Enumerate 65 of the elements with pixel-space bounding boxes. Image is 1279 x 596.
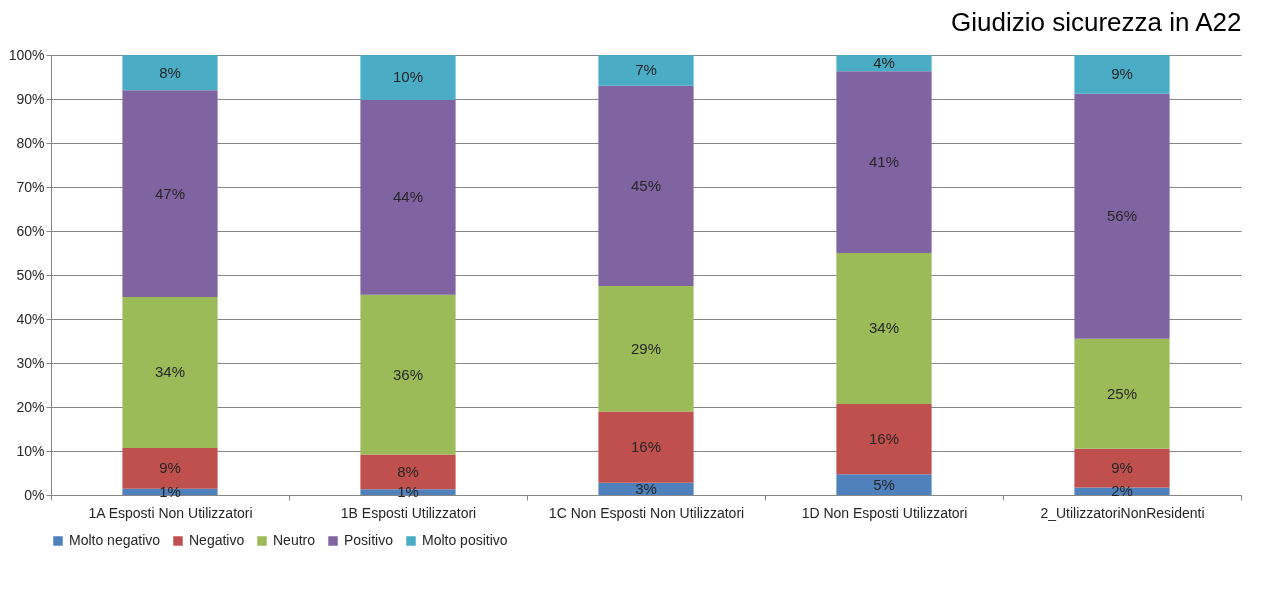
legend-label: Negativo	[189, 532, 245, 548]
data-label: 7%	[635, 61, 657, 79]
x-tick-label: 1B Esposti Utilizzatori	[340, 504, 477, 521]
data-label: 8%	[397, 462, 419, 480]
bar	[1074, 338, 1170, 449]
bar	[122, 55, 218, 91]
data-label: 9%	[1111, 65, 1133, 83]
bar	[360, 489, 456, 495]
data-label: 4%	[873, 54, 895, 72]
y-tick-label: 10%	[16, 442, 45, 459]
bar	[598, 411, 694, 483]
data-label: 16%	[868, 430, 900, 448]
data-label: 36%	[392, 365, 424, 383]
y-tick-label: 30%	[16, 354, 45, 371]
bar	[598, 85, 694, 286]
bar	[598, 286, 694, 412]
bar	[1074, 448, 1170, 488]
data-label: 45%	[630, 176, 662, 194]
data-label: 16%	[630, 438, 662, 456]
bar	[360, 55, 456, 100]
chart-title: Giudizio sicurezza in A22	[951, 7, 1242, 37]
data-label: 5%	[873, 475, 895, 493]
bar	[598, 55, 694, 86]
y-tick-label: 60%	[16, 222, 45, 239]
legend-label: Molto negativo	[69, 532, 161, 548]
data-label: 9%	[1111, 459, 1133, 477]
legend-label: Neutro	[273, 532, 316, 548]
bar	[836, 403, 932, 475]
bar	[360, 99, 456, 295]
y-tick-label: 0%	[24, 486, 45, 503]
bar	[1074, 55, 1170, 94]
bar	[360, 294, 456, 455]
x-tick-label: 1C Non Esposti Non Utilizzatori	[548, 504, 745, 521]
data-label: 47%	[154, 184, 186, 202]
y-tick-label: 80%	[16, 134, 45, 151]
bar	[836, 71, 932, 253]
data-label: 29%	[630, 339, 662, 357]
y-tick-label: 100%	[8, 46, 45, 63]
bar	[836, 55, 932, 72]
bar	[122, 447, 218, 489]
data-label: 34%	[154, 363, 186, 381]
data-label: 25%	[1106, 384, 1138, 402]
bar	[836, 253, 932, 404]
y-tick-label: 90%	[16, 90, 45, 107]
bar	[1074, 93, 1170, 339]
y-tick-label: 40%	[16, 310, 45, 327]
bar	[122, 90, 218, 297]
data-label: 34%	[868, 319, 900, 337]
data-label: 3%	[635, 479, 657, 497]
legend-label: Molto positivo	[422, 532, 508, 548]
y-tick-label: 50%	[16, 266, 45, 283]
x-tick-label: 1D Non Esposti Utilizzatori	[801, 504, 968, 521]
legend-label: Positivo	[344, 532, 394, 548]
bar	[122, 297, 218, 448]
data-label: 41%	[868, 153, 900, 171]
data-label: 9%	[159, 459, 181, 477]
data-label: 56%	[1106, 207, 1138, 225]
x-tick-label: 1A Esposti Non Utilizzatori	[88, 504, 253, 521]
data-label: 8%	[159, 63, 181, 81]
bar	[836, 474, 932, 495]
y-tick-label: 70%	[16, 178, 45, 195]
y-tick-label: 20%	[16, 398, 45, 415]
x-tick-label: 2_UtilizzatoriNonResidenti	[1040, 504, 1205, 521]
data-label: 10%	[392, 68, 424, 86]
data-label: 44%	[392, 188, 424, 206]
